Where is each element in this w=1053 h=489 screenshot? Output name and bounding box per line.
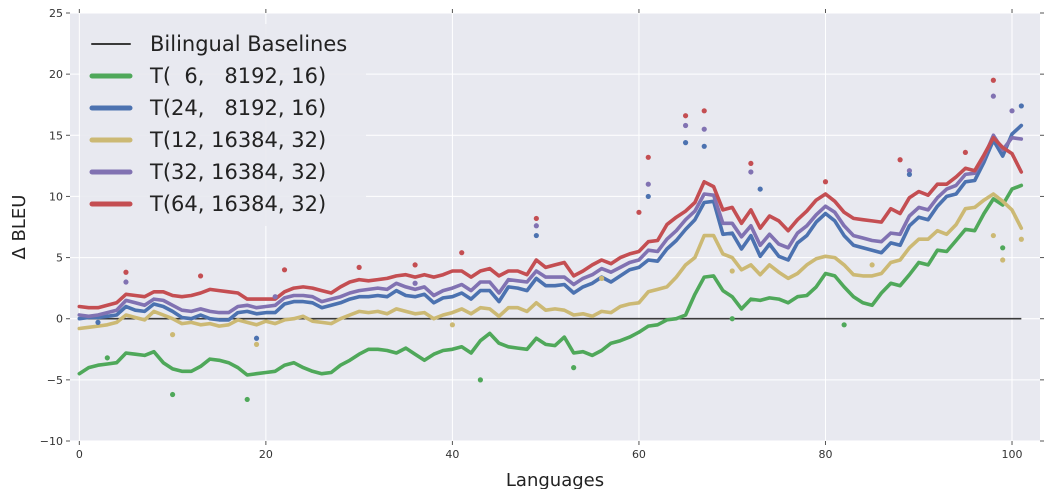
scatter-point	[701, 126, 707, 132]
scatter-point	[645, 181, 651, 187]
legend-label: T(32, 16384, 32)	[149, 160, 326, 184]
y-tick-label: 15	[49, 129, 63, 142]
scatter-point	[599, 275, 605, 281]
legend-label: T(24, 8192, 16)	[149, 96, 326, 120]
scatter-point	[412, 262, 418, 268]
series-line-4	[77, 133, 1024, 319]
scatter-point	[869, 262, 875, 268]
y-tick-label: −10	[40, 435, 63, 448]
scatter-point	[95, 319, 101, 325]
scatter-point	[906, 171, 913, 178]
scatter-point	[990, 232, 996, 239]
y-tick-label: −5	[47, 374, 63, 387]
x-tick-label: 20	[259, 448, 273, 461]
scatter-point	[253, 335, 260, 341]
scatter-point	[533, 223, 539, 229]
scatter-point	[104, 355, 110, 361]
scatter-point	[123, 279, 129, 285]
y-axis-title: Δ BLEU	[9, 195, 30, 260]
scatter-point	[1000, 245, 1006, 251]
scatter-point	[571, 365, 577, 371]
legend-label: T(64, 16384, 32)	[149, 192, 326, 216]
y-tick-label: 10	[49, 190, 63, 203]
x-tick-label: 100	[1002, 448, 1023, 461]
scatter-point	[1000, 257, 1006, 263]
scatter-point	[729, 316, 735, 322]
series-line-5	[77, 135, 1024, 310]
scatter-point	[990, 77, 996, 83]
legend-label: Bilingual Baselines	[150, 32, 347, 56]
scatter-point	[253, 341, 260, 347]
y-tick-label: 5	[56, 252, 63, 265]
scatter-point	[412, 280, 418, 286]
scatter-point	[533, 232, 539, 239]
scatter-point	[533, 215, 539, 222]
series-line-1	[77, 183, 1024, 377]
scatter-point	[990, 93, 996, 99]
scatter-point	[701, 108, 707, 114]
scatter-point	[822, 179, 829, 185]
scatter-point	[1018, 236, 1024, 242]
scatter-point	[123, 269, 129, 275]
scatter-point	[449, 322, 456, 328]
y-tick-label: 0	[56, 313, 63, 326]
series-line-2	[77, 123, 1024, 322]
scatter-point	[897, 157, 903, 163]
scatter-point	[906, 168, 913, 174]
scatter-point	[1009, 108, 1015, 114]
scatter-point	[169, 332, 176, 338]
scatter-point	[477, 377, 483, 383]
scatter-point	[682, 122, 689, 129]
scatter-point	[962, 149, 968, 156]
scatter-point	[645, 154, 651, 160]
x-axis-title: Languages	[506, 470, 604, 489]
legend: Bilingual Baselines T( 6, 8192, 16) T(24, …	[80, 24, 366, 226]
scatter-point	[281, 267, 288, 273]
x-tick-label: 0	[76, 448, 83, 461]
scatter-layer	[95, 77, 1024, 403]
scatter-point	[841, 322, 847, 328]
x-tick-label: 80	[818, 448, 832, 461]
series-line-3	[77, 192, 1024, 331]
y-tick-label: 20	[49, 68, 63, 81]
scatter-point	[356, 264, 362, 270]
scatter-point	[636, 209, 642, 215]
scatter-point	[682, 140, 689, 146]
legend-box	[80, 24, 366, 226]
y-tick-label: 25	[49, 7, 63, 20]
scatter-point	[244, 396, 250, 403]
scatter-point	[1018, 103, 1024, 109]
legend-label: T( 6, 8192, 16)	[149, 64, 326, 88]
scatter-point	[748, 169, 754, 175]
scatter-point	[748, 160, 754, 167]
scatter-point	[272, 294, 278, 300]
legend-label: T(12, 16384, 32)	[149, 128, 326, 152]
x-tick-label: 40	[445, 448, 459, 461]
scatter-point	[197, 273, 204, 279]
scatter-point	[645, 193, 651, 200]
scatter-point	[701, 143, 707, 149]
scatter-point	[169, 391, 176, 398]
scatter-point	[757, 186, 763, 192]
scatter-point	[459, 250, 465, 256]
scatter-point	[729, 268, 735, 274]
axis-ticks: −10 −5 0 5 10 15 20 25 0 20 40 60 80 100	[40, 7, 1044, 461]
series-layer	[77, 123, 1024, 377]
x-tick-label: 60	[632, 448, 646, 461]
scatter-point	[682, 113, 689, 119]
